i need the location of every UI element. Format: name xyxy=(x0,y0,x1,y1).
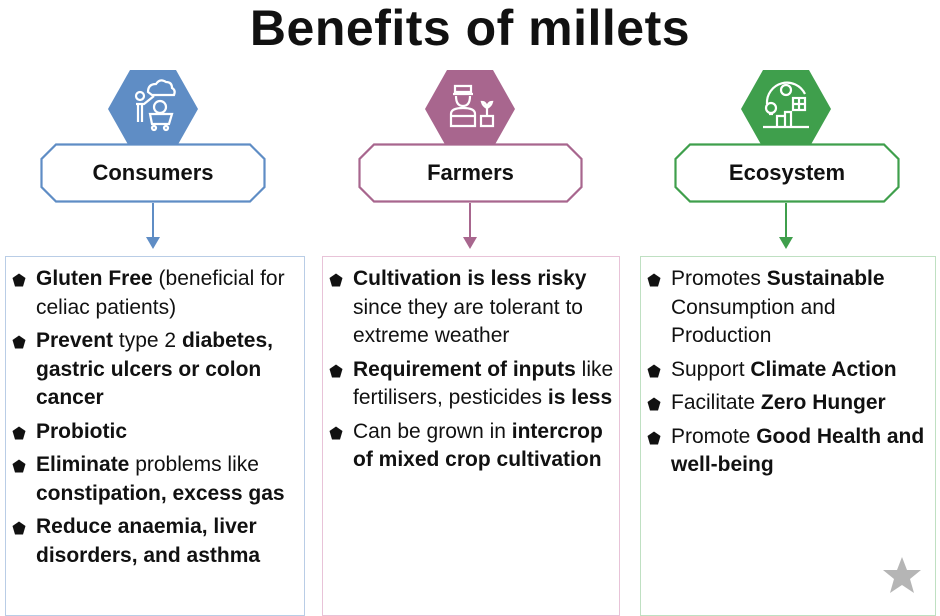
text: like fertilisers, pesticides xyxy=(353,357,614,410)
text: Facilitate xyxy=(671,391,761,414)
bold-text: Requirement of inputs xyxy=(353,357,576,381)
bold-text: Probiotic xyxy=(36,419,128,443)
consumers-benefits-panel: Gluten Free (beneficial for celiac patie… xyxy=(5,256,305,616)
page-title: Benefits of millets xyxy=(249,0,691,56)
consumers-label-box: Consumers xyxy=(40,143,266,203)
arrow-down-icon xyxy=(463,203,477,249)
bullet-icon xyxy=(647,364,661,377)
eco-city-solar-icon xyxy=(741,70,831,148)
ecosystem-label: Ecosystem xyxy=(728,160,846,185)
bullet-icon xyxy=(647,273,661,287)
farmer-plant-icon xyxy=(425,70,515,148)
list-item: Eliminate problems like constipation, ex… xyxy=(6,451,304,508)
label-frame xyxy=(674,143,900,203)
bold-text: is less xyxy=(547,386,613,409)
ecosystem-benefits-panel: Promotes Sustainable Consumption and Pro… xyxy=(640,256,936,616)
text: Support xyxy=(671,357,751,381)
bold-text: Gluten Free xyxy=(36,267,153,290)
bullet-icon xyxy=(12,459,26,473)
benefits-list: Gluten Free (beneficial for celiac patie… xyxy=(6,257,304,570)
benefits-list: Cultivation is less risky since they are… xyxy=(323,257,619,475)
consumers-label: Consumers xyxy=(92,160,214,185)
text: (beneficial for celiac patients) xyxy=(36,267,285,319)
list-item: Facilitate Zero Hunger xyxy=(641,389,935,418)
arrow-down-icon xyxy=(146,203,160,249)
bold-text: Cultivation is less risky xyxy=(353,267,587,290)
benefits-list: Promotes Sustainable Consumption and Pro… xyxy=(641,257,935,480)
list-item: Cultivation is less risky since they are… xyxy=(323,265,619,351)
star-icon xyxy=(883,557,921,593)
text: Promotes xyxy=(671,267,767,290)
list-item: Prevent type 2 diabetes, gastric ulcers … xyxy=(6,327,304,413)
bullet-icon xyxy=(647,431,661,444)
text: Promote xyxy=(671,424,757,448)
text: Consumption and Production xyxy=(671,295,836,348)
bold-text: Prevent xyxy=(36,329,114,352)
farmers-benefits-panel: Cultivation is less risky since they are… xyxy=(322,256,620,616)
list-item: Promote Good Health and well-being xyxy=(641,423,935,480)
text: problems like xyxy=(129,453,259,476)
text: Can be grown in xyxy=(353,419,512,443)
list-item: Reduce anaemia, liver disorders, and ast… xyxy=(6,513,304,570)
bullet-icon xyxy=(647,397,661,411)
list-item: Can be grown in intercrop of mixed crop … xyxy=(323,418,619,475)
label-frame xyxy=(358,143,583,203)
text: type 2 xyxy=(113,329,182,352)
shopper-cart-money-icon xyxy=(108,70,198,148)
farmers-label-box: Farmers xyxy=(358,143,583,203)
bold-text: Reduce anaemia, liver disorders, and ast… xyxy=(36,515,261,567)
bold-text: intercrop of mixed crop cultivation xyxy=(353,419,603,472)
list-item: Gluten Free (beneficial for celiac patie… xyxy=(6,265,304,322)
bullet-icon xyxy=(12,521,26,535)
arrow-down-icon xyxy=(779,203,793,249)
bullet-icon xyxy=(12,426,26,439)
bold-text: Eliminate xyxy=(36,453,130,476)
farmers-label: Farmers xyxy=(427,160,514,185)
bold-text: Sustainable xyxy=(766,267,885,290)
bullet-icon xyxy=(329,364,343,377)
list-item: Requirement of inputs like fertilisers, … xyxy=(323,356,619,413)
bullet-icon xyxy=(12,335,26,349)
list-item: Support Climate Action xyxy=(641,356,935,385)
bold-text: Zero Hunger xyxy=(760,391,886,414)
ecosystem-label-box: Ecosystem xyxy=(674,143,900,203)
bullet-icon xyxy=(329,426,343,439)
list-item: Probiotic xyxy=(6,418,304,447)
bold-text: Good Health and well-being xyxy=(671,424,925,477)
list-item: Promotes Sustainable Consumption and Pro… xyxy=(641,265,935,351)
label-frame xyxy=(40,143,266,203)
bullet-icon xyxy=(329,273,343,287)
bold-text: diabetes, gastric ulcers or colon cancer xyxy=(36,329,273,409)
bold-text: Climate Action xyxy=(750,357,897,381)
bullet-icon xyxy=(12,273,26,287)
bold-text: constipation, excess gas xyxy=(36,481,285,505)
text: since they are tolerant to extreme weath… xyxy=(353,295,583,348)
